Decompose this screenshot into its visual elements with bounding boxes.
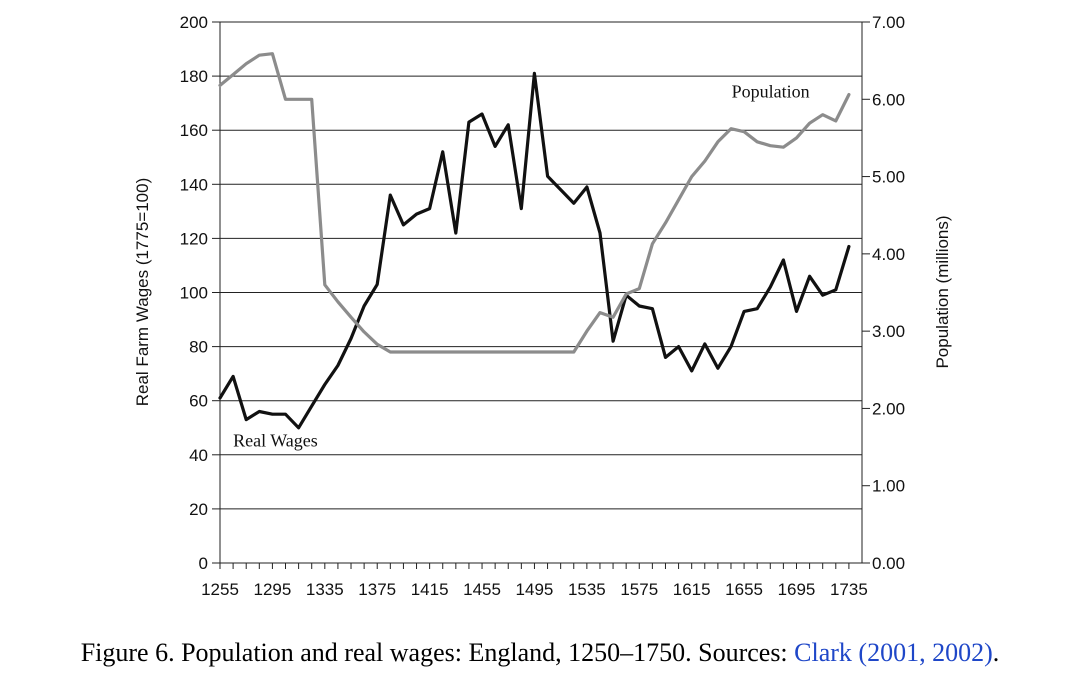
y2-tick-label: 0.00 bbox=[872, 554, 905, 573]
x-tick-label: 1455 bbox=[463, 580, 501, 599]
y-tick-label: 120 bbox=[180, 229, 208, 248]
x-tick-label: 1415 bbox=[411, 580, 449, 599]
series-lines bbox=[218, 52, 851, 430]
y2-tick-label: 2.00 bbox=[872, 399, 905, 418]
axes bbox=[212, 21, 870, 569]
y2-tick-label: 6.00 bbox=[872, 90, 905, 109]
annotations: Population Real Wages bbox=[233, 82, 809, 451]
y2-tick-label: 7.00 bbox=[872, 13, 905, 32]
y-tick-label: 160 bbox=[180, 121, 208, 140]
y-tick-label: 20 bbox=[189, 500, 208, 519]
y-tick-label: 200 bbox=[180, 13, 208, 32]
chart: 0 20 40 60 80 100 120 140 160 180 200 0.00 1.00 2.00 3… bbox=[133, 13, 952, 599]
x-tick-label: 1575 bbox=[620, 580, 658, 599]
x-tick-label: 1335 bbox=[306, 580, 344, 599]
y2-tick-label: 1.00 bbox=[872, 477, 905, 496]
y-axis-title: Real Farm Wages (1775=100) bbox=[133, 178, 152, 407]
y-tick-label: 0 bbox=[199, 554, 208, 573]
x-tick-label: 1255 bbox=[201, 580, 239, 599]
real-wages-line bbox=[218, 71, 851, 430]
population-line bbox=[218, 52, 851, 354]
y2-tick-label: 3.00 bbox=[872, 322, 905, 341]
y2-axis-title: Population (millions) bbox=[933, 215, 952, 368]
x-tick-label: 1735 bbox=[830, 580, 868, 599]
x-tick-label: 1655 bbox=[725, 580, 763, 599]
caption-end: . bbox=[992, 638, 1000, 667]
y2-tick-label: 5.00 bbox=[872, 168, 905, 187]
caption-text: Figure 6. Population and real wages: Eng… bbox=[80, 638, 795, 667]
y-tick-label: 180 bbox=[180, 67, 208, 86]
x-tick-label: 1295 bbox=[253, 580, 291, 599]
tick-labels: 0 20 40 60 80 100 120 140 160 180 200 0.00 1.00 2.00 3… bbox=[180, 13, 905, 599]
x-tick-label: 1375 bbox=[358, 580, 396, 599]
figure-caption: Figure 6. Population and real wages: Eng… bbox=[0, 638, 1080, 668]
y-tick-label: 140 bbox=[180, 175, 208, 194]
real-wages-annotation: Real Wages bbox=[233, 431, 318, 451]
y2-tick-label: 4.00 bbox=[872, 245, 905, 264]
gridlines bbox=[220, 21, 862, 510]
y-tick-label: 100 bbox=[180, 284, 208, 303]
y-tick-label: 40 bbox=[189, 446, 208, 465]
x-tick-label: 1495 bbox=[516, 580, 554, 599]
y-tick-label: 60 bbox=[189, 392, 208, 411]
population-annotation: Population bbox=[732, 82, 810, 102]
y-tick-label: 80 bbox=[189, 338, 208, 357]
x-tick-label: 1535 bbox=[568, 580, 606, 599]
x-tick-label: 1615 bbox=[673, 580, 711, 599]
caption-source-link[interactable]: Clark (2001, 2002) bbox=[794, 638, 993, 667]
x-tick-label: 1695 bbox=[778, 580, 816, 599]
